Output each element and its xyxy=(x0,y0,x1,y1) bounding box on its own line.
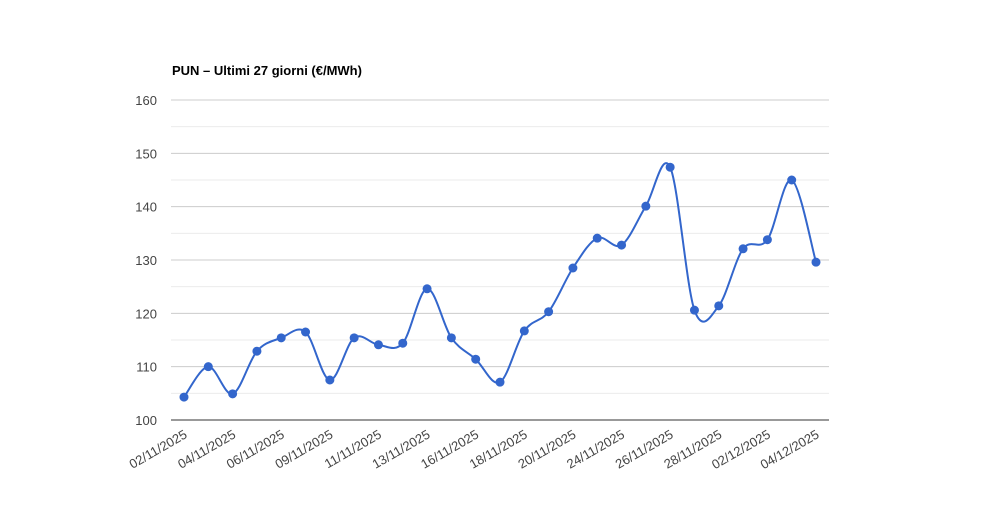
point xyxy=(568,263,578,273)
point xyxy=(252,346,262,356)
point xyxy=(398,338,408,348)
point xyxy=(617,240,627,250)
point xyxy=(641,201,651,211)
point xyxy=(689,305,699,315)
y-tick-label: 100 xyxy=(135,413,157,428)
point xyxy=(519,326,529,336)
point xyxy=(544,307,554,317)
point xyxy=(228,389,238,399)
point xyxy=(325,375,335,385)
point xyxy=(203,362,213,372)
point xyxy=(179,392,189,402)
point xyxy=(301,327,311,337)
y-tick-label: 130 xyxy=(135,253,157,268)
point xyxy=(738,244,748,254)
point xyxy=(373,340,383,350)
chart-title: PUN – Ultimi 27 giorni (€/MWh) xyxy=(172,63,362,78)
line xyxy=(183,162,817,398)
y-tick-label: 140 xyxy=(135,200,157,215)
point xyxy=(276,333,286,343)
point xyxy=(787,175,797,185)
point xyxy=(592,233,602,243)
point xyxy=(495,377,505,387)
y-tick-label: 150 xyxy=(135,146,157,161)
point xyxy=(762,235,772,245)
y-tick-label: 160 xyxy=(135,93,157,108)
point xyxy=(714,301,724,311)
point xyxy=(471,354,481,364)
point xyxy=(422,284,432,294)
point xyxy=(665,162,675,172)
point xyxy=(811,257,821,267)
y-tick-label: 120 xyxy=(135,306,157,321)
y-tick-label: 110 xyxy=(136,360,157,375)
point xyxy=(446,333,456,343)
point xyxy=(349,333,359,343)
